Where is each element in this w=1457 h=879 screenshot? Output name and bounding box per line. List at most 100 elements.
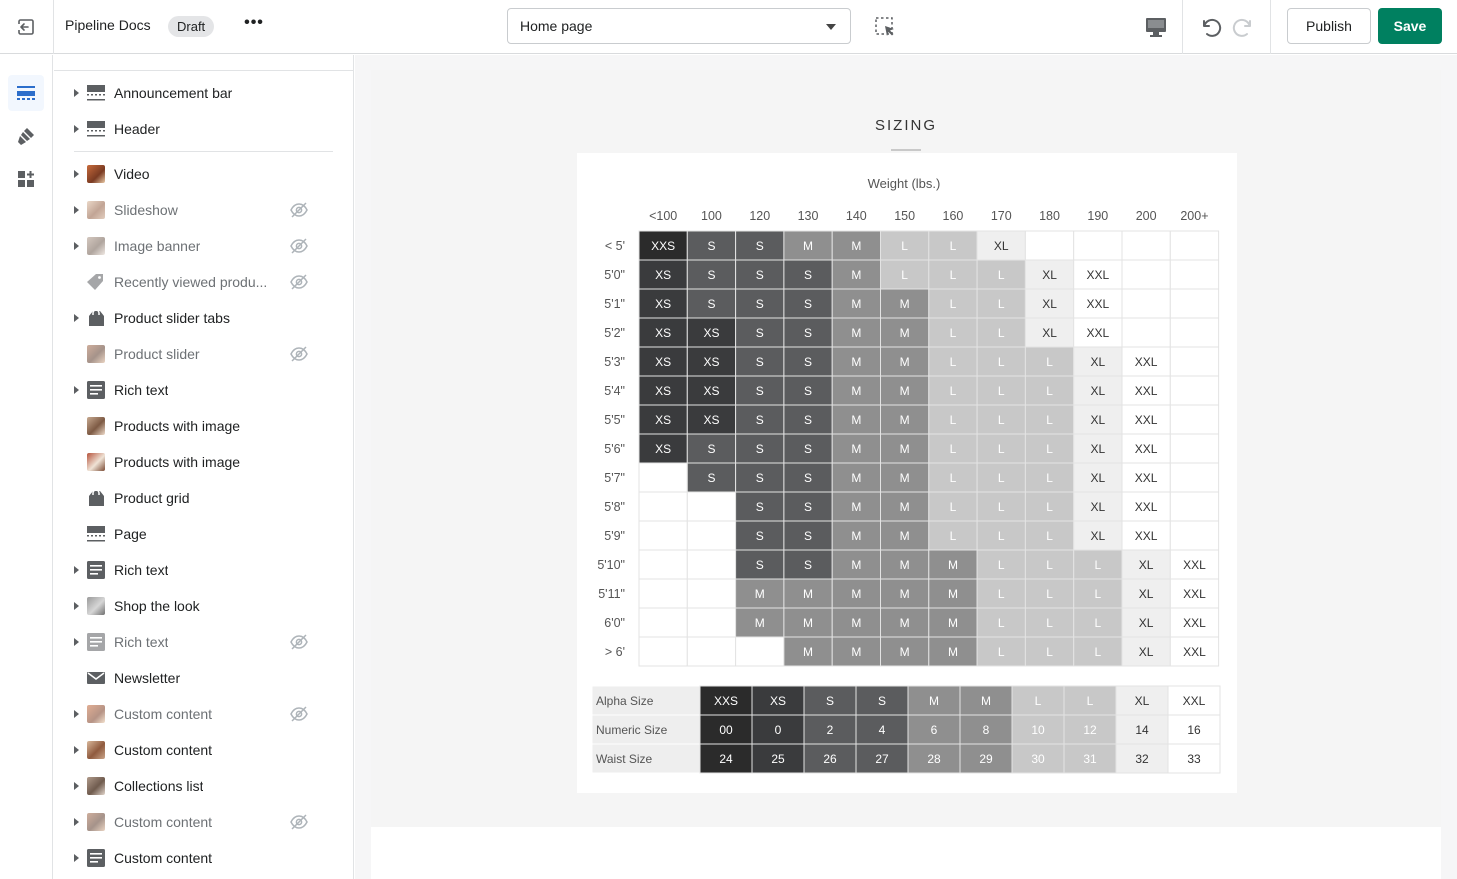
cell-label: XS xyxy=(655,268,671,282)
section-item[interactable]: Shop the look xyxy=(54,588,353,624)
section-item[interactable]: Slideshow xyxy=(54,192,353,228)
cell-label: M xyxy=(851,355,861,369)
hidden-eye-icon[interactable] xyxy=(290,345,308,363)
section-item[interactable]: Product slider tabs xyxy=(54,300,353,336)
heatmap-cell xyxy=(686,549,737,580)
hidden-eye-icon[interactable] xyxy=(290,273,308,291)
heatmap-cell xyxy=(880,549,930,580)
hidden-eye-icon[interactable] xyxy=(290,705,308,723)
expand-arrow-icon[interactable] xyxy=(74,638,79,646)
divider xyxy=(1182,0,1183,54)
cell-label: L xyxy=(950,384,957,398)
expand-arrow-icon[interactable] xyxy=(74,314,79,322)
conversion-cell xyxy=(1011,714,1065,745)
cell-label: S xyxy=(804,268,812,282)
hidden-eye-icon[interactable] xyxy=(290,237,308,255)
heatmap-cell xyxy=(1073,433,1123,464)
section-item[interactable]: Products with image xyxy=(54,444,353,480)
expand-arrow-icon[interactable] xyxy=(74,818,79,826)
app-blocks-icon[interactable] xyxy=(8,161,44,197)
section-item[interactable]: Custom content xyxy=(54,696,353,732)
redo-icon[interactable] xyxy=(1231,13,1259,41)
heatmap-cell xyxy=(880,578,930,609)
hidden-eye-icon[interactable] xyxy=(290,201,308,219)
section-item[interactable]: Recently viewed produ... xyxy=(54,264,353,300)
section-item[interactable]: Rich text xyxy=(54,372,353,408)
heatmap-cell xyxy=(976,491,1026,522)
heatmap-cell xyxy=(1073,549,1123,580)
heatmap-cell xyxy=(638,636,688,667)
expand-arrow-icon[interactable] xyxy=(74,854,79,862)
cell-label: L xyxy=(998,529,1005,543)
theme-settings-icon[interactable] xyxy=(8,118,44,154)
section-item[interactable]: Page xyxy=(54,516,353,552)
cell-label: XXL xyxy=(1087,297,1110,311)
more-actions-icon[interactable]: ••• xyxy=(244,14,264,31)
expand-arrow-icon[interactable] xyxy=(74,170,79,178)
heatmap-cell xyxy=(880,433,930,464)
page-select[interactable]: Home page xyxy=(507,8,851,44)
section-item[interactable]: Custom content xyxy=(54,840,353,876)
heatmap-cell xyxy=(928,462,978,493)
expand-arrow-icon[interactable] xyxy=(74,746,79,754)
cell-label: S xyxy=(756,413,764,427)
heatmap-cell xyxy=(1073,462,1123,493)
expand-arrow-icon[interactable] xyxy=(74,386,79,394)
section-item[interactable]: Product slider xyxy=(54,336,353,372)
cell-label: L xyxy=(950,268,957,282)
cell-label: M xyxy=(851,645,861,659)
section-item[interactable]: Custom content xyxy=(54,732,353,768)
cell-label: S xyxy=(804,471,812,485)
heatmap-cell xyxy=(638,607,688,638)
save-button[interactable]: Save xyxy=(1378,8,1442,44)
expand-arrow-icon[interactable] xyxy=(74,242,79,250)
section-item[interactable]: Custom content xyxy=(54,804,353,840)
section-item[interactable]: Collections list xyxy=(54,768,353,804)
section-item[interactable]: Products with image xyxy=(54,408,353,444)
inspector-icon[interactable] xyxy=(872,14,898,40)
conversion-cell-label: 00 xyxy=(719,723,733,737)
heatmap-cell xyxy=(928,317,978,348)
heatmap-cell xyxy=(783,404,833,435)
cell-label: M xyxy=(900,645,910,659)
expand-arrow-icon[interactable] xyxy=(74,782,79,790)
sections-icon[interactable] xyxy=(8,75,44,111)
heatmap-cell xyxy=(735,433,785,464)
heatmap-cell xyxy=(831,259,881,290)
section-item[interactable]: Rich text xyxy=(54,552,353,588)
conversion-cell-label: 4 xyxy=(879,723,886,737)
column-header: 170 xyxy=(991,209,1012,223)
section-item[interactable]: Rich text xyxy=(54,624,353,660)
expand-arrow-icon[interactable] xyxy=(74,710,79,718)
hidden-eye-icon[interactable] xyxy=(290,813,308,831)
row-header: 5'0" xyxy=(604,268,625,282)
section-item[interactable]: Announcement bar xyxy=(54,75,353,111)
section-item[interactable]: Product grid xyxy=(54,480,353,516)
envelope-icon xyxy=(87,669,105,687)
expand-arrow-icon[interactable] xyxy=(74,602,79,610)
section-item[interactable]: Video xyxy=(54,156,353,192)
cell-label: S xyxy=(804,500,812,514)
conversion-cell-label: 33 xyxy=(1187,752,1201,766)
expand-arrow-icon[interactable] xyxy=(74,206,79,214)
desktop-preview-icon[interactable] xyxy=(1142,14,1170,40)
publish-button[interactable]: Publish xyxy=(1287,8,1371,44)
section-item[interactable]: Header xyxy=(54,111,353,147)
section-item[interactable]: Newsletter xyxy=(54,660,353,696)
exit-icon[interactable] xyxy=(10,11,42,43)
column-header: 150 xyxy=(894,209,915,223)
heatmap-cell xyxy=(880,317,930,348)
undo-icon[interactable] xyxy=(1195,13,1223,41)
row-header: 5'3" xyxy=(604,355,625,369)
heatmap-cell xyxy=(735,346,785,377)
cell-label: XL xyxy=(994,239,1009,253)
section-item-label: Newsletter xyxy=(114,670,181,686)
section-item[interactable]: Image banner xyxy=(54,228,353,264)
title-underline xyxy=(891,149,921,151)
column-header: 160 xyxy=(943,209,964,223)
expand-arrow-icon[interactable] xyxy=(74,89,79,97)
hidden-eye-icon[interactable] xyxy=(290,633,308,651)
next-section xyxy=(371,827,1441,879)
expand-arrow-icon[interactable] xyxy=(74,566,79,574)
expand-arrow-icon[interactable] xyxy=(74,125,79,133)
